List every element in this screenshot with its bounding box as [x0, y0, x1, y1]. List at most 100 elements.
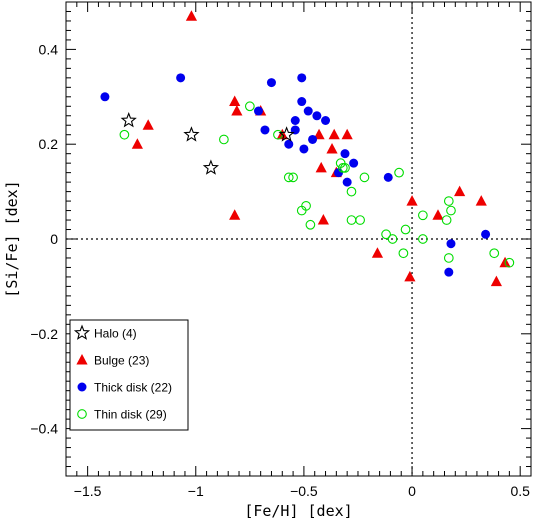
data-point — [404, 270, 416, 282]
reference-lines — [66, 2, 531, 476]
data-point — [312, 111, 322, 121]
data-point — [489, 248, 500, 259]
data-point — [371, 247, 384, 258]
data-point — [266, 78, 276, 88]
data-point — [253, 106, 263, 116]
series-filled-triangle — [131, 10, 511, 287]
data-point — [297, 97, 307, 107]
data-point — [315, 161, 327, 173]
data-point — [229, 209, 241, 220]
data-point — [346, 215, 357, 225]
data-point — [381, 229, 391, 240]
data-point — [340, 149, 350, 159]
data-point — [446, 205, 456, 216]
data-point — [342, 177, 352, 187]
x-tick-label: 0 — [408, 483, 416, 499]
data-point — [231, 105, 243, 116]
data-point — [183, 126, 200, 142]
data-point — [202, 159, 220, 175]
legend-marker — [76, 354, 88, 365]
data-point — [185, 10, 198, 21]
data-point — [355, 215, 365, 225]
data-point — [400, 224, 411, 235]
data-point — [313, 128, 325, 140]
data-point — [278, 126, 295, 142]
data-point — [346, 186, 357, 197]
series-filled-circle — [100, 73, 491, 277]
data-point — [359, 172, 370, 183]
data-point — [454, 185, 466, 197]
data-point — [290, 116, 300, 125]
y-axis: −0.4 −0.2 0 0.2 0.4 — [30, 1, 531, 477]
data-point — [100, 92, 110, 102]
data-point — [443, 253, 454, 263]
data-point — [120, 111, 137, 128]
data-point — [490, 275, 502, 287]
data-point — [341, 128, 353, 140]
data-point — [504, 257, 515, 268]
x-tick-label: 0.5 — [510, 483, 530, 499]
y-tick-label: 0.4 — [39, 41, 59, 57]
data-point — [475, 195, 487, 206]
legend: Halo (4) Bulge (23) Thick disk (22) Thin di… — [69, 319, 189, 431]
data-point — [303, 106, 313, 116]
y-axis-title: [Si/Fe] [dex] — [3, 180, 21, 297]
data-point — [406, 195, 418, 206]
data-point — [383, 172, 393, 182]
data-point — [297, 73, 307, 83]
data-point — [432, 209, 444, 220]
data-point — [481, 229, 491, 239]
data-point — [283, 172, 294, 183]
legend-label: Halo (4) — [94, 327, 137, 341]
data-point — [260, 125, 270, 135]
data-point — [328, 128, 340, 140]
data-point — [301, 200, 311, 211]
data-point — [119, 129, 130, 140]
legend-marker — [77, 382, 87, 392]
y-tick-label: 0 — [50, 231, 58, 247]
x-axis-title: [Fe/H] [dex] — [244, 502, 352, 520]
data-point — [288, 172, 298, 183]
data-point — [219, 134, 229, 145]
legend-box — [69, 319, 189, 431]
data-point — [444, 267, 454, 277]
legend-label: Thick disk (22) — [94, 381, 172, 395]
data-point — [387, 234, 398, 244]
legend-label: Thin disk (29) — [94, 408, 167, 422]
data-point — [446, 239, 456, 249]
data-point — [443, 196, 454, 206]
data-point — [337, 163, 348, 173]
legend-label: Bulge (23) — [94, 354, 149, 368]
data-point — [317, 214, 329, 225]
series-open-circle — [119, 101, 515, 268]
data-point — [418, 234, 428, 244]
data-point — [229, 95, 241, 107]
legend-marker — [73, 324, 91, 340]
data-point — [299, 144, 309, 154]
data-points — [100, 10, 515, 287]
y-tick-label: 0.2 — [39, 136, 59, 152]
data-point — [441, 215, 452, 225]
data-point — [308, 134, 318, 144]
series-open-star — [120, 111, 295, 175]
data-point — [394, 167, 404, 178]
x-tick-label: −0.5 — [290, 483, 318, 499]
x-tick-label: −1 — [188, 483, 204, 499]
data-point — [349, 158, 359, 168]
x-axis: −1.5 −1 −0.5 0 0.5 — [65, 2, 532, 499]
data-point — [244, 101, 255, 112]
data-point — [305, 219, 316, 230]
y-tick-label: −0.2 — [30, 326, 58, 342]
x-tick-label: −1.5 — [74, 483, 102, 499]
y-tick-label: −0.4 — [30, 421, 58, 437]
data-point — [334, 168, 344, 178]
data-point — [131, 138, 143, 149]
data-point — [398, 248, 409, 259]
data-point — [321, 116, 331, 125]
data-point — [284, 139, 294, 149]
data-point — [176, 73, 186, 83]
data-point — [418, 210, 428, 221]
data-point — [142, 119, 154, 130]
legend-marker — [77, 409, 87, 419]
